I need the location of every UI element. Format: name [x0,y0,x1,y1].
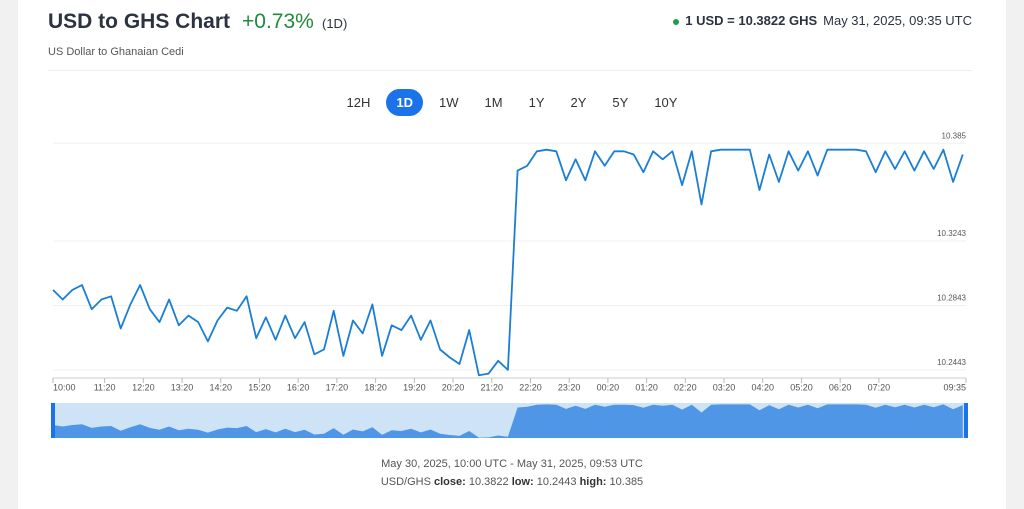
y-tick-label: 10.385 [942,131,967,140]
stats: USD/GHS close: 10.3822 low: 10.2443 high… [18,476,1006,488]
stat-label: close: [434,476,466,488]
subtitle: US Dollar to Ghanaian Cedi [48,46,184,58]
separator [48,70,972,71]
tab[interactable]: 12H [346,95,371,110]
x-tick-label: 01:20 [635,382,658,392]
x-tick-label: 12:20 [132,382,155,392]
card: USD to GHS Chart +0.73% (1D) US Dollar t… [18,0,1006,509]
x-tick-label: 11:20 [94,382,116,392]
period: (1D) [322,16,348,31]
stat-value: 10.385 [609,476,644,488]
x-tick-label: 22:20 [519,382,542,392]
title: USD to GHS Chart [48,10,231,33]
tabs: 12H 1D 1W 1M 1Y 2Y 5Y 10Y [18,89,1006,116]
tab[interactable]: 1M [484,95,503,110]
date-range: May 30, 2025, 10:00 UTC - May 31, 2025, … [381,458,643,470]
stat-label: high: [579,476,607,488]
x-tick-label: 04:20 [751,382,774,392]
stat-value: 10.2443 [536,476,577,488]
x-tick-label: 16:20 [287,382,310,392]
x-tick-label: 06:20 [829,382,852,392]
rate-box: 1 USD = 10.3822 GHS May 31, 2025, 09:35 U… [673,13,972,28]
y-tick-label: 10.3243 [937,229,966,238]
navigator-handle[interactable] [964,403,968,438]
x-tick-label: 02:20 [674,382,697,392]
x-tick-label: 14:20 [209,382,232,392]
price-line [52,148,964,377]
x-tick-label: 18:20 [364,382,387,392]
chart: 10.2443 10.2843 10.3243 10.385 10:00 11:20 12:… [51,131,968,438]
navigator-area [53,404,963,438]
x-tick-label: 00:20 [597,382,620,392]
x-tick-label: 07:20 [868,382,891,392]
y-tick-label: 10.2443 [937,358,966,367]
x-tick-label: 21:20 [480,382,503,392]
tab[interactable]: 1D [386,89,424,116]
tab[interactable]: 1Y [528,95,545,110]
tab[interactable]: 1W [439,95,459,110]
tab[interactable]: 5Y [612,95,629,110]
timestamp: May 31, 2025, 09:35 UTC [823,13,972,28]
navigator-handle[interactable] [51,403,55,438]
x-tick-label: 15:20 [248,382,271,392]
x-tick-label: 09:35 [943,382,966,392]
y-tick-label: 10.2843 [937,294,966,303]
x-tick-label: 03:20 [713,382,736,392]
x-tick-label: 17:20 [326,382,349,392]
x-tick-label: 10:00 [53,382,76,392]
x-tick-label: 23:20 [558,382,581,392]
x-tick-label: 20:20 [442,382,465,392]
live-dot [673,18,680,25]
x-tick-label: 19:20 [403,382,426,392]
x-tick-label: 13:20 [171,382,194,392]
tab[interactable]: 2Y [570,95,587,110]
stat-value: 10.3822 [468,476,509,488]
change: +0.73% [242,10,314,33]
pair: USD/GHS [380,476,431,488]
stat-label: low: [511,476,534,488]
rate: 1 USD = 10.3822 GHS [685,13,818,28]
tab[interactable]: 10Y [654,95,678,110]
x-tick-label: 05:20 [790,382,813,392]
